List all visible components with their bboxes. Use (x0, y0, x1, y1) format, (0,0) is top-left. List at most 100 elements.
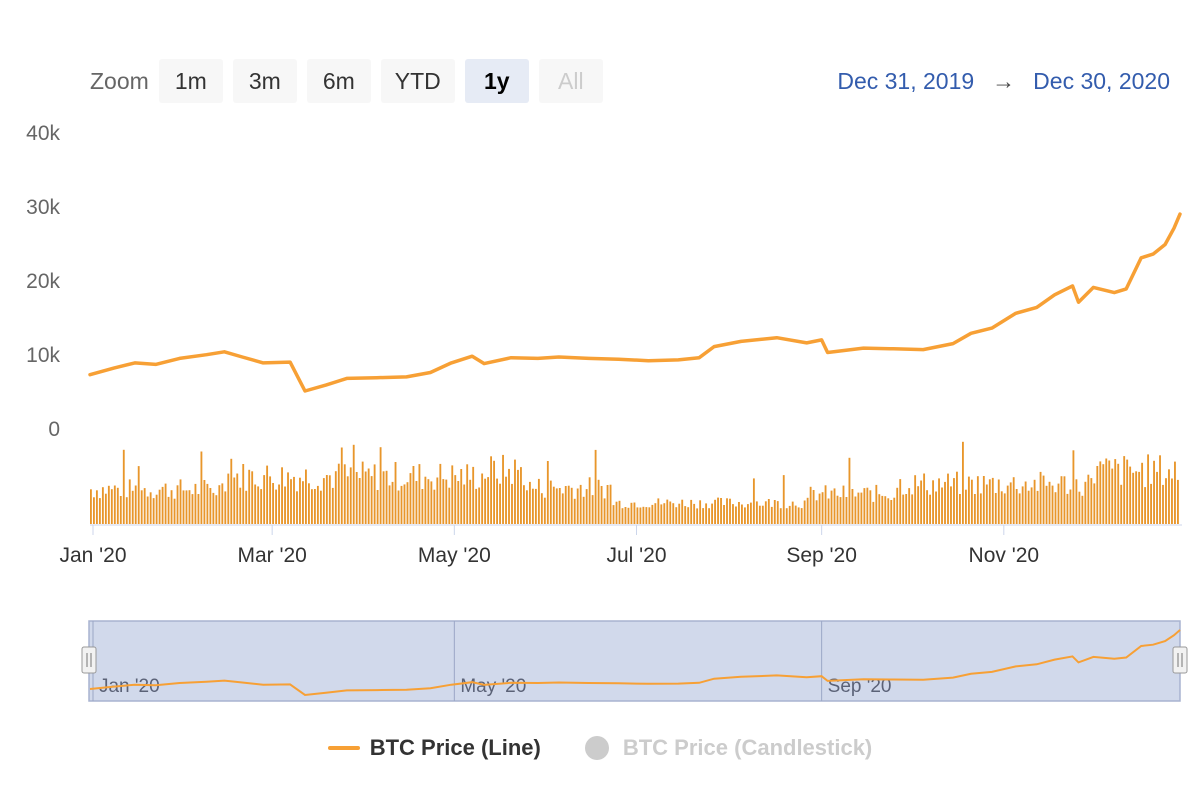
volume-bar (242, 464, 245, 524)
volume-bar (182, 490, 185, 524)
volume-bar (678, 503, 681, 524)
volume-bar (773, 500, 776, 524)
volume-bar (1021, 486, 1024, 524)
y-tick-label: 20k (26, 270, 60, 293)
volume-bar (403, 484, 406, 524)
volume-bar (355, 472, 358, 524)
volume-bar (806, 497, 809, 524)
volume-bar (373, 464, 376, 524)
volume-bar (448, 487, 451, 524)
volume-bar (278, 484, 280, 524)
volume-bar (502, 454, 504, 524)
volume-bar (442, 479, 445, 524)
volume-bar (209, 488, 212, 524)
volume-bar (140, 490, 143, 524)
volume-bar (708, 508, 711, 524)
volume-bar (424, 476, 427, 524)
volume-bar (281, 467, 283, 524)
volume-bar (1138, 471, 1141, 524)
volume-bar (388, 485, 391, 524)
volume-bar (107, 485, 110, 524)
zoom-button-3m[interactable]: 3m (232, 59, 297, 103)
volume-bar (352, 444, 355, 524)
zoom-selector: Zoom 1m 3m 6m YTD 1y All (90, 59, 613, 103)
volume-bar (185, 490, 188, 524)
volume-bar (1078, 491, 1081, 524)
volume-bar (1120, 484, 1123, 524)
volume-bar (729, 498, 731, 524)
range-from-date[interactable]: Dec 31, 2019 (837, 68, 975, 94)
volume-bar (1087, 474, 1090, 524)
volume-bar (415, 481, 418, 524)
volume-bar (821, 492, 824, 524)
volume-bars (90, 441, 1179, 524)
volume-bar (854, 496, 857, 524)
volume-bar (269, 476, 272, 524)
volume-bar (1045, 485, 1048, 524)
volume-bar (546, 461, 549, 524)
x-tick-label: Jul '20 (606, 544, 666, 567)
legend-item-btc-candlestick[interactable]: BTC Price (Candlestick) (584, 735, 872, 761)
volume-bar (988, 479, 991, 524)
volume-bar (457, 481, 460, 524)
zoom-button-1m[interactable]: 1m (158, 59, 223, 103)
volume-bar (997, 479, 1000, 524)
volume-bar (400, 485, 403, 524)
volume-bar (842, 485, 845, 524)
zoom-button-ytd[interactable]: YTD (380, 59, 455, 103)
series-line-btc-price[interactable] (88, 212, 1182, 393)
volume-bar (1039, 471, 1042, 524)
volume-bar (570, 487, 573, 524)
volume-bar (827, 498, 830, 524)
volume-bar (284, 486, 286, 524)
volume-bar (950, 486, 952, 524)
volume-bar (648, 507, 651, 524)
volume-bar (681, 499, 684, 524)
volume-bar (636, 507, 639, 524)
volume-bar (809, 486, 812, 524)
zoom-button-6m[interactable]: 6m (306, 59, 371, 103)
volume-bar (758, 505, 761, 524)
navigator-handle-right[interactable] (1172, 646, 1188, 674)
x-tick-label: Nov '20 (969, 544, 1040, 567)
volume-bar (540, 493, 543, 524)
volume-bar (394, 462, 397, 524)
navigator-handle-left[interactable] (81, 646, 97, 674)
volume-bar (361, 461, 364, 524)
legend-item-btc-line[interactable]: BTC Price (Line) (327, 735, 541, 761)
volume-bar (893, 497, 896, 524)
volume-bar (1081, 495, 1084, 524)
volume-bar (953, 478, 955, 524)
volume-bar (714, 499, 716, 524)
volume-bar (699, 500, 702, 524)
volume-bar (104, 493, 107, 524)
volume-bar (970, 479, 973, 524)
navigator[interactable]: Jan '20 May '20 Sep '20 (81, 620, 1188, 702)
navigator-selected-range[interactable] (88, 620, 1181, 702)
volume-bar (1075, 479, 1078, 524)
volume-bar (848, 457, 851, 524)
volume-bar (131, 490, 134, 524)
volume-bar (334, 471, 337, 524)
volume-bar (800, 508, 803, 524)
volume-bar (397, 490, 400, 524)
range-to-date[interactable]: Dec 30, 2020 (1033, 68, 1170, 94)
volume-bar (618, 500, 621, 524)
volume-bar (92, 497, 95, 524)
zoom-button-1y[interactable]: 1y (464, 59, 529, 103)
volume-bar (896, 487, 899, 524)
volume-bar (1033, 479, 1036, 524)
volume-bar (376, 490, 379, 524)
volume-bar (272, 483, 275, 524)
volume-bar (723, 505, 725, 524)
volume-bar (531, 488, 534, 524)
volume-bar (523, 485, 525, 524)
volume-bar (143, 488, 146, 524)
volume-bar (499, 483, 501, 524)
range-arrow: → (992, 68, 1016, 94)
volume-bar (319, 490, 322, 524)
volume-bar (1069, 489, 1072, 524)
volume-bar (296, 491, 298, 524)
volume-bar (176, 485, 179, 524)
volume-bar (735, 506, 737, 524)
